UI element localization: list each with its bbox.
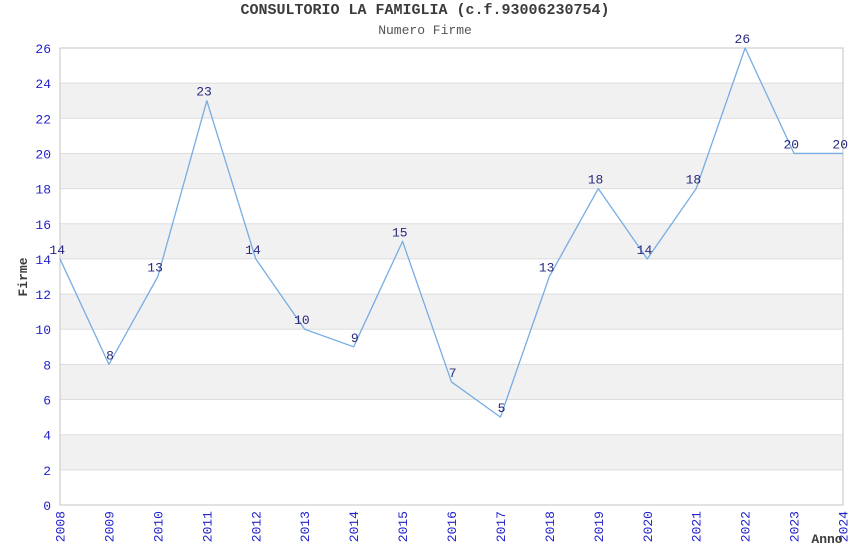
data-point-label: 9 [351,331,359,346]
x-tick-label: 2019 [592,511,607,542]
data-point-label: 14 [245,243,261,258]
y-tick-label: 18 [35,183,51,198]
x-axis-label: Anno [811,532,842,547]
x-tick-label: 2021 [690,511,705,542]
x-tick-label: 2012 [249,511,264,542]
x-tick-label: 2010 [151,511,166,542]
y-tick-label: 22 [35,112,51,127]
data-point-label: 15 [392,225,408,240]
data-point-label: 23 [196,85,212,100]
y-tick-label: 20 [35,147,51,162]
data-point-label: 13 [147,261,163,276]
x-tick-label: 2008 [54,511,69,542]
x-tick-label: 2011 [200,511,215,542]
data-point-label: 5 [498,401,506,416]
y-axis-label: Firme [16,257,31,296]
data-point-label: 14 [49,243,65,258]
x-tick-label: 2009 [102,511,117,542]
x-tick-label: 2016 [445,511,460,542]
y-tick-label: 12 [35,288,51,303]
y-tick-label: 24 [35,77,51,92]
data-point-label: 10 [294,313,310,328]
chart-title: CONSULTORIO LA FAMIGLIA (c.f.93006230754… [240,2,610,19]
x-tick-label: 2020 [641,511,656,542]
y-tick-label: 26 [35,42,51,57]
plot-border [59,47,844,506]
x-tick-label: 2018 [543,511,558,542]
data-point-label: 8 [106,348,114,363]
x-tick-label: 2013 [298,511,313,542]
plot-band [60,153,843,189]
y-tick-label: 8 [43,358,51,373]
chart-subtitle: Numero Firme [378,23,472,38]
data-point-label: 18 [588,173,604,188]
data-point-label: 20 [832,137,848,152]
data-point-label: 13 [539,261,555,276]
x-tick-label: 2017 [494,511,509,542]
plot-band [60,434,843,470]
y-tick-label: 16 [35,218,51,233]
plot-band [60,83,843,119]
data-point-label: 26 [735,32,751,47]
x-tick-label: 2015 [396,511,411,542]
plot-band [60,294,843,330]
data-line [59,47,843,418]
plot-band [60,223,843,259]
y-tick-label: 2 [43,464,51,479]
y-tick-label: 4 [43,429,51,444]
x-tick-label: 2022 [739,511,754,542]
x-tick-label: 2023 [788,511,803,542]
y-tick-label: 6 [43,394,51,409]
data-point-label: 20 [783,137,799,152]
data-point-label: 18 [686,173,702,188]
y-tick-label: 0 [43,499,51,514]
y-tick-label: 10 [35,323,51,338]
y-tick-label: 14 [35,253,51,268]
x-tick-label: 2014 [347,511,362,542]
data-point-label: 7 [449,366,457,381]
data-point-label: 14 [637,243,653,258]
x-tick-label: 2024 [837,511,850,542]
